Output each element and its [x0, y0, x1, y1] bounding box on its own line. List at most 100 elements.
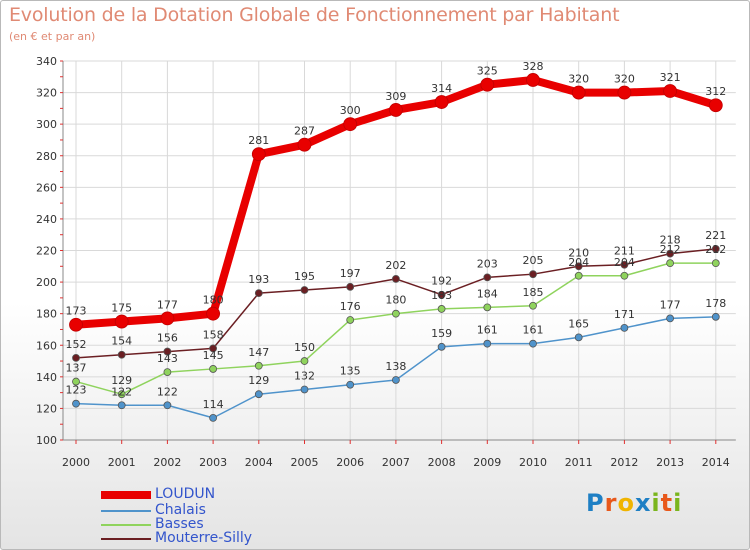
- data-point: [574, 262, 583, 271]
- data-label: 129: [111, 374, 132, 387]
- data-point: [69, 317, 83, 332]
- data-point: [163, 347, 172, 356]
- data-point: [300, 385, 309, 394]
- data-point: [711, 312, 720, 321]
- data-label: 154: [111, 335, 132, 348]
- y-tick-label: 220: [36, 245, 57, 258]
- data-point: [480, 77, 495, 92]
- data-label: 309: [385, 90, 406, 103]
- data-point: [666, 314, 674, 323]
- legend-label: Mouterre-Silly: [155, 530, 253, 546]
- data-point: [437, 342, 446, 351]
- data-point: [483, 303, 492, 312]
- data-point: [483, 273, 492, 282]
- chart-subtitle: (en € et par an): [9, 30, 96, 43]
- data-label: 185: [523, 286, 544, 299]
- data-point: [300, 357, 309, 365]
- data-point: [391, 309, 400, 318]
- data-point: [666, 249, 674, 258]
- x-tick-label: 2012: [610, 456, 638, 469]
- legend-label: LOUDUN: [155, 486, 216, 502]
- legend-swatch: [101, 538, 151, 540]
- data-point: [483, 339, 492, 348]
- legend-swatch: [101, 491, 151, 499]
- data-label: 175: [111, 302, 132, 315]
- data-point: [251, 147, 266, 162]
- legend-label: Basses: [155, 516, 204, 532]
- data-label: 205: [523, 254, 544, 267]
- logo-letter: x: [634, 489, 652, 517]
- y-tick-label: 260: [36, 181, 57, 194]
- data-point: [117, 350, 126, 359]
- logo-letter: o: [617, 489, 635, 517]
- y-tick-label: 180: [36, 308, 57, 321]
- data-point: [163, 401, 172, 410]
- data-point: [437, 305, 446, 313]
- data-label: 300: [340, 104, 361, 117]
- data-label: 114: [203, 398, 224, 411]
- data-point: [574, 333, 583, 342]
- data-label: 177: [157, 298, 178, 311]
- data-label: 281: [248, 134, 269, 147]
- legend-swatch: [101, 510, 151, 512]
- y-tick-label: 280: [36, 150, 57, 163]
- data-point: [206, 306, 221, 321]
- data-label: 203: [477, 257, 498, 270]
- data-label: 180: [203, 294, 224, 307]
- data-point: [663, 84, 677, 98]
- data-label: 135: [340, 365, 361, 378]
- data-point: [343, 117, 358, 132]
- y-tick-label: 300: [36, 118, 57, 131]
- data-label: 193: [248, 273, 269, 286]
- x-tick-label: 2013: [656, 456, 684, 469]
- logo-letter: i: [673, 489, 683, 517]
- data-point: [254, 390, 263, 399]
- data-point: [437, 290, 446, 299]
- data-label: 122: [111, 385, 132, 398]
- data-point: [529, 301, 537, 310]
- data-point: [117, 390, 126, 399]
- x-tick-label: 2006: [336, 456, 364, 469]
- x-tick-label: 2014: [702, 456, 730, 469]
- x-tick-label: 2008: [428, 456, 456, 469]
- data-point: [209, 365, 218, 373]
- logo-letter: i: [651, 489, 661, 517]
- data-point: [711, 259, 720, 268]
- data-point: [434, 95, 449, 109]
- data-point: [529, 339, 537, 348]
- data-label: 178: [705, 297, 726, 310]
- data-label: 129: [248, 374, 269, 387]
- y-tick-label: 140: [36, 371, 57, 384]
- data-label: 183: [431, 289, 452, 302]
- x-tick-label: 2000: [62, 456, 90, 469]
- data-point: [620, 260, 629, 269]
- chart-title: Evolution de la Dotation Globale de Fonc…: [9, 4, 620, 26]
- x-tick-label: 2004: [245, 456, 273, 469]
- y-tick-label: 160: [36, 339, 57, 352]
- data-label: 165: [568, 317, 589, 330]
- proxiti-logo: Proxiti: [586, 489, 682, 517]
- data-point: [209, 344, 218, 353]
- data-label: 211: [614, 245, 635, 258]
- data-point: [209, 413, 218, 422]
- data-point: [388, 103, 403, 117]
- data-point: [666, 259, 674, 268]
- data-point: [526, 73, 540, 87]
- x-tick-label: 2002: [153, 456, 181, 469]
- data-label: 212: [660, 243, 681, 256]
- data-label: 328: [523, 60, 544, 73]
- x-tick-label: 2011: [565, 456, 593, 469]
- legend-label: Chalais: [155, 502, 206, 518]
- data-point: [346, 316, 355, 324]
- data-point: [620, 271, 629, 280]
- data-label: 156: [157, 332, 178, 345]
- y-tick-label: 200: [36, 276, 57, 289]
- data-point: [114, 314, 129, 329]
- data-label: 325: [477, 65, 498, 78]
- data-label: 161: [477, 324, 498, 337]
- data-label: 210: [568, 246, 589, 259]
- data-label: 161: [523, 324, 544, 337]
- data-label: 123: [66, 384, 87, 397]
